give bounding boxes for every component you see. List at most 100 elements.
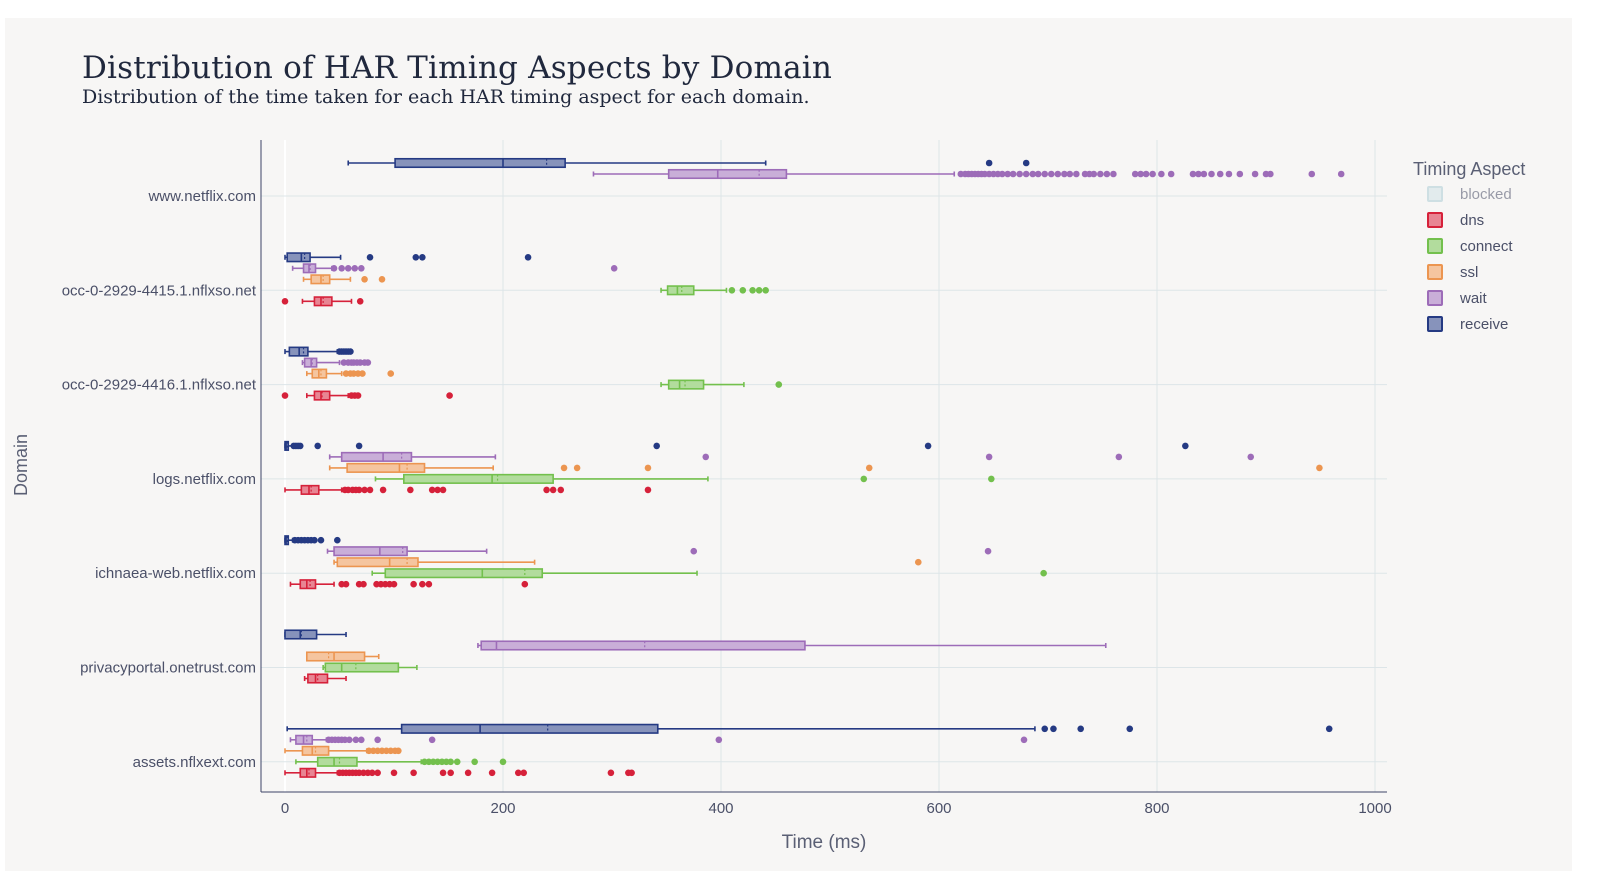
x-tick-label: 0 <box>281 800 289 817</box>
outlier-point <box>281 392 289 399</box>
outlier-point <box>514 769 522 777</box>
outlier-point <box>984 547 992 555</box>
box-receive <box>347 157 1030 169</box>
box-iqr <box>300 484 320 495</box>
box-iqr <box>666 285 695 296</box>
box-connect <box>374 473 995 484</box>
outlier-point <box>1050 725 1057 733</box>
outlier-point <box>346 736 353 744</box>
outlier-point <box>356 298 364 305</box>
outlier-point <box>924 442 932 450</box>
outlier-point <box>374 769 381 777</box>
box-wait <box>592 168 1345 180</box>
outlier-point <box>1077 725 1084 733</box>
outlier-point <box>434 486 441 494</box>
box-receive <box>284 440 1189 451</box>
outlier-point <box>1149 170 1156 178</box>
box-dns <box>284 484 652 495</box>
box-iqr <box>384 568 544 579</box>
outlier-point <box>610 265 618 272</box>
outlier-point <box>446 392 453 399</box>
outlier-point <box>425 580 433 588</box>
series-receive <box>284 157 1333 734</box>
box-iqr <box>667 379 705 390</box>
outlier-point <box>524 253 532 261</box>
outlier-point <box>366 486 374 494</box>
outlier-point <box>1200 170 1208 178</box>
outlier-point <box>715 736 723 744</box>
outlier-point <box>520 769 528 777</box>
outlier-point <box>453 758 461 766</box>
outlier-point <box>428 486 436 494</box>
outlier-point <box>330 265 338 272</box>
outlier-point <box>387 370 395 377</box>
legend-item-ssl: ssl <box>1427 264 1478 281</box>
outlier-point <box>1115 453 1123 461</box>
outlier-point <box>1061 170 1068 178</box>
x-tick-label: 1000 <box>1358 800 1391 817</box>
box-wait <box>289 734 1028 745</box>
outlier-point <box>390 580 398 588</box>
outlier-point <box>914 558 922 566</box>
outlier-point <box>775 381 783 388</box>
outlier-point <box>988 475 995 483</box>
series-connect <box>295 285 1047 767</box>
y-tick-label: privacyportal.onetrust.com <box>80 660 256 677</box>
outlier-point <box>557 486 565 494</box>
legend-swatch <box>1427 186 1443 202</box>
legend-swatch <box>1427 290 1443 306</box>
box-wait <box>326 546 992 557</box>
x-tick-label: 200 <box>490 800 515 817</box>
outlier-point <box>439 486 447 494</box>
box-iqr <box>299 579 317 590</box>
outlier-point <box>1316 464 1323 472</box>
outlier-point <box>1041 725 1049 733</box>
legend: Timing Aspect blocked dns connect ssl wait re… <box>1413 159 1525 333</box>
outlier-point <box>1004 170 1011 178</box>
y-tick-label: occ-0-2929-4416.1.nflxso.net <box>62 377 257 394</box>
legend-label: wait <box>1459 290 1488 307</box>
outlier-point <box>379 486 387 494</box>
box-ssl <box>305 651 380 662</box>
box-receive <box>286 723 1333 734</box>
outlier-point <box>395 747 402 755</box>
outlier-point <box>296 442 304 450</box>
chart-title: Distribution of HAR Timing Aspects by Do… <box>82 50 833 86</box>
outlier-point <box>447 769 454 777</box>
outlier-point <box>985 159 993 167</box>
outlier-point <box>1236 170 1244 178</box>
outlier-point <box>560 464 568 472</box>
outlier-point <box>1158 170 1165 178</box>
outlier-point <box>428 736 436 744</box>
legend-title: Timing Aspect <box>1413 159 1525 179</box>
box-connect <box>660 379 783 390</box>
outlier-point <box>439 769 447 777</box>
box-ssl <box>328 462 1323 473</box>
outlier-point <box>985 453 993 461</box>
outlier-point <box>1041 170 1049 178</box>
legend-item-wait: wait <box>1427 290 1488 307</box>
x-tick-label: 600 <box>926 800 951 817</box>
outlier-point <box>355 442 363 450</box>
outlier-point <box>355 486 363 494</box>
box-iqr <box>340 451 413 462</box>
outlier-point <box>998 170 1006 178</box>
outlier-point <box>521 580 529 588</box>
outlier-point <box>1267 170 1274 178</box>
outlier-point <box>499 758 507 766</box>
y-tick-label: ichnaea-web.netflix.com <box>95 565 256 582</box>
box-marks <box>281 157 1345 778</box>
box-wait <box>328 451 1255 462</box>
outlier-point <box>1103 170 1111 178</box>
outlier-point <box>1047 170 1055 178</box>
legend-item-dns: dns <box>1427 212 1484 229</box>
box-iqr <box>324 662 400 673</box>
outlier-point <box>607 769 615 777</box>
outlier-point <box>419 580 426 588</box>
outlier-point <box>419 253 426 261</box>
series-wait <box>289 168 1345 745</box>
outlier-point <box>762 287 769 294</box>
outlier-point <box>1110 170 1117 178</box>
box-receive <box>284 535 341 546</box>
box-iqr <box>333 546 408 557</box>
